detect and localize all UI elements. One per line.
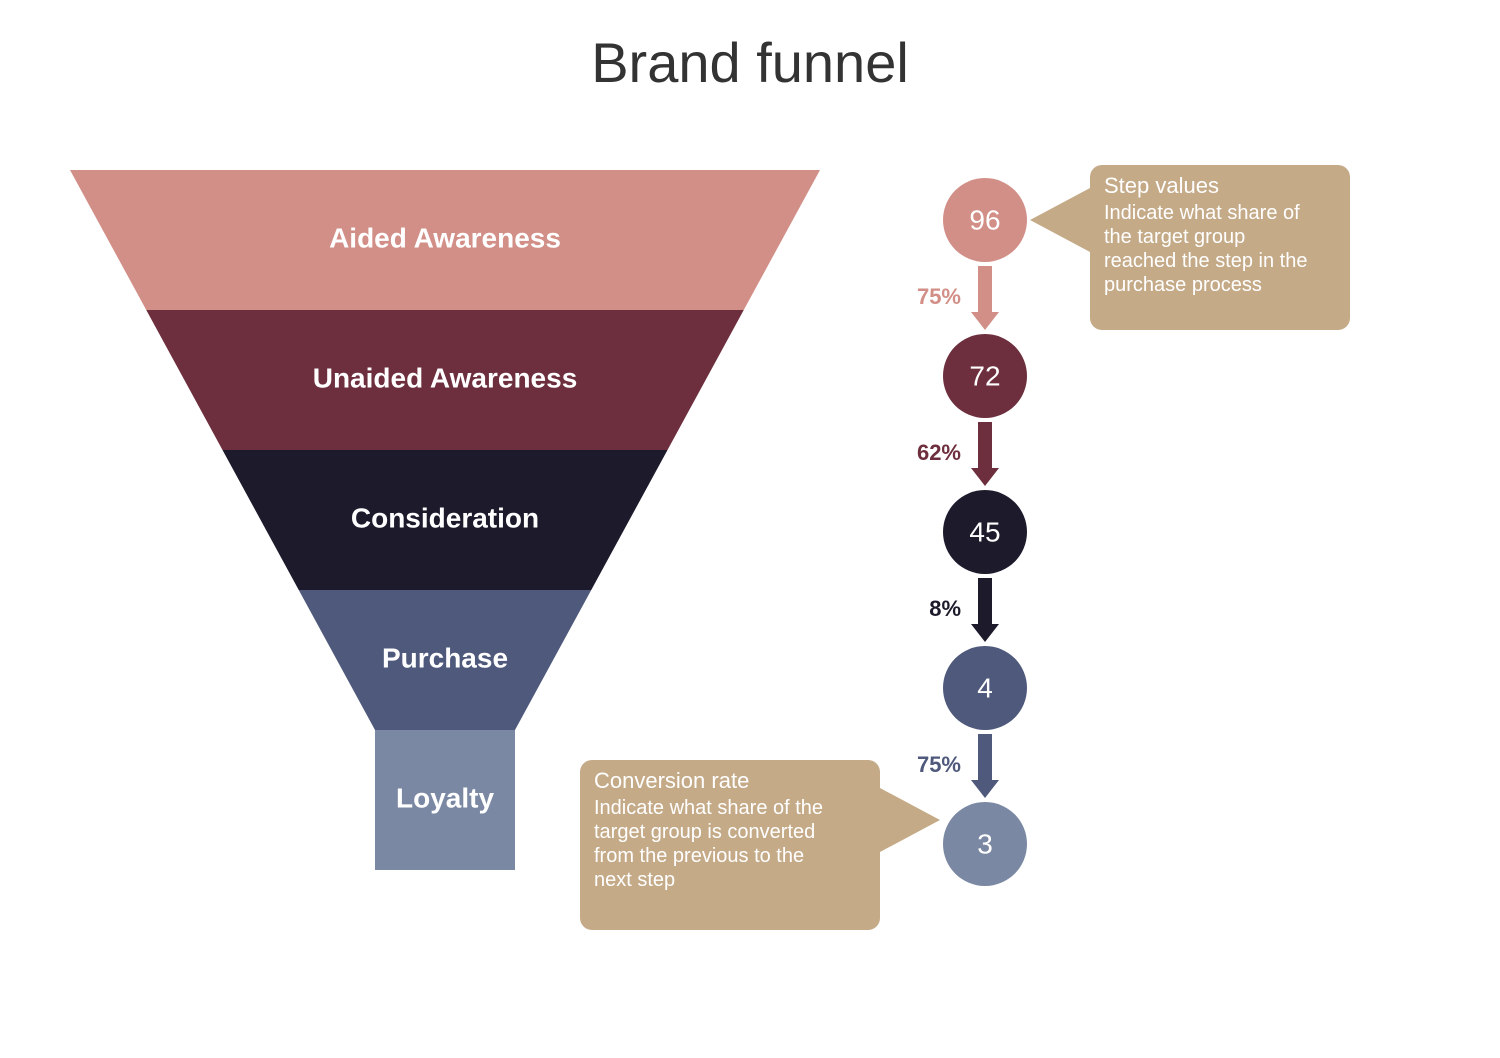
callout-conversion-rate-body: target group is converted <box>594 821 815 843</box>
flow-edge-label: 8% <box>929 596 961 621</box>
flow-arrow <box>978 578 992 624</box>
callout-conversion-rate-body: next step <box>594 869 675 891</box>
funnel-stage-label: Unaided Awareness <box>313 362 578 393</box>
flow-arrow-head <box>971 624 999 642</box>
flow-node-value: 4 <box>977 672 993 703</box>
flow-arrow <box>978 266 992 312</box>
flow-arrow <box>978 422 992 468</box>
flow-edge-label: 62% <box>917 440 961 465</box>
funnel-stage-label: Purchase <box>382 642 508 673</box>
flow-chain: 96 72 45 4 3 75% 62% 8% 75% <box>917 178 1027 886</box>
flow-node-value: 45 <box>969 516 1000 547</box>
flow-edge-label: 75% <box>917 752 961 777</box>
callout-conversion-rate-arrow <box>880 788 940 852</box>
funnel-stage-label: Consideration <box>351 502 539 533</box>
callout-step-values-arrow <box>1030 188 1090 252</box>
callout-conversion-rate-body: Indicate what share of the <box>594 797 823 819</box>
flow-node-value: 96 <box>969 204 1000 235</box>
funnel-stage-label: Aided Awareness <box>329 222 561 253</box>
flow-edge-label: 75% <box>917 284 961 309</box>
flow-arrow-head <box>971 780 999 798</box>
callout-conversion-rate-title: Conversion rate <box>594 768 749 793</box>
flow-arrow <box>978 734 992 780</box>
callout-step-values-body: reached the step in the <box>1104 250 1307 272</box>
callout-step-values-title: Step values <box>1104 173 1219 198</box>
flow-node-value: 72 <box>969 360 1000 391</box>
flow-arrow-head <box>971 312 999 330</box>
flow-arrow-head <box>971 468 999 486</box>
callout-step-values-body: purchase process <box>1104 274 1262 296</box>
callout-conversion-rate-body: from the previous to the <box>594 845 804 867</box>
funnel-stage-label: Loyalty <box>396 782 494 813</box>
flow-node-value: 3 <box>977 828 993 859</box>
callout-step-values-body: Indicate what share of <box>1104 202 1300 224</box>
diagram-canvas: Aided Awareness Unaided Awareness Consider… <box>0 0 1500 1058</box>
callout-step-values-body: the target group <box>1104 226 1245 248</box>
